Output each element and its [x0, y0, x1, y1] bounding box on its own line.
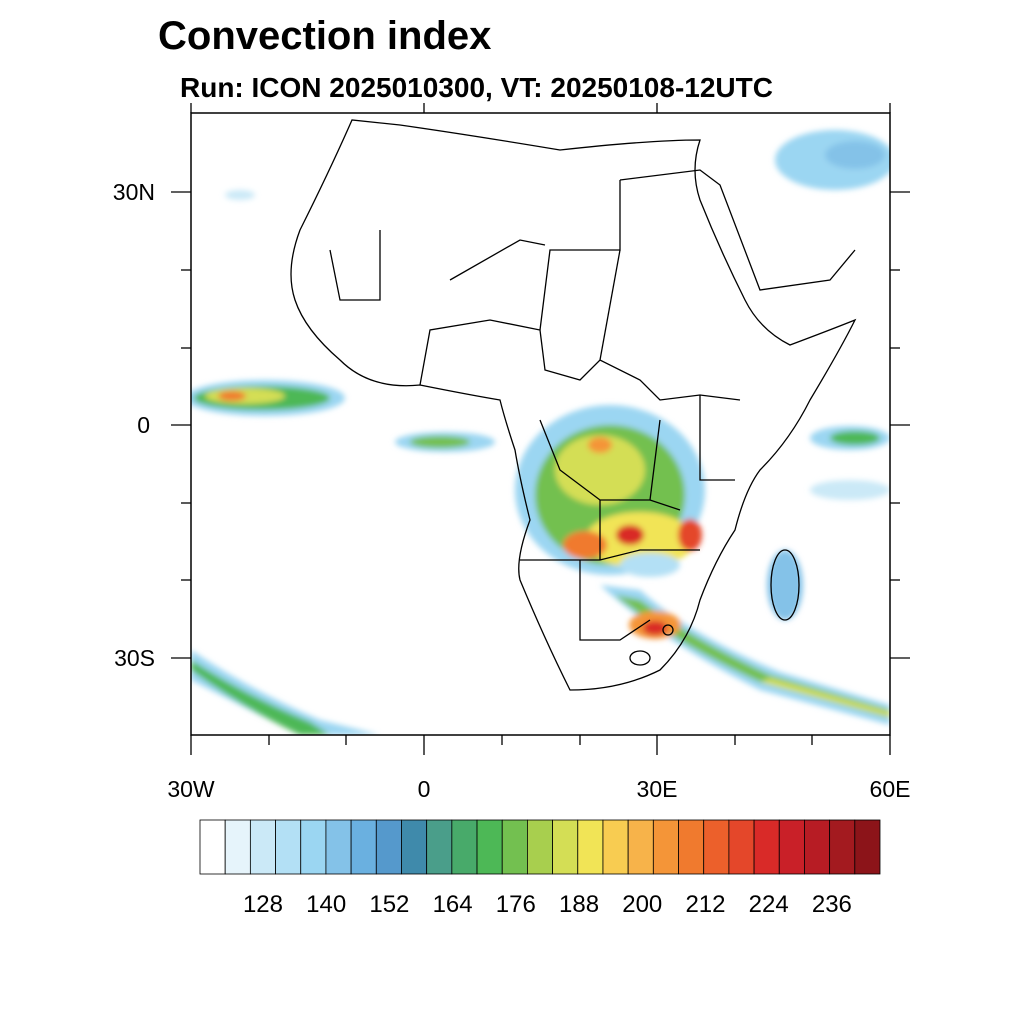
colorbar-swatch	[249, 819, 276, 875]
colorbar-label: 200	[622, 891, 662, 918]
colorbar-label: 212	[685, 891, 725, 918]
colorbar-label: 224	[749, 891, 789, 918]
convection-field	[191, 130, 890, 735]
middle-east-convection	[225, 130, 890, 200]
colorbar-swatch	[854, 819, 881, 875]
lat-label-0: 0	[137, 412, 150, 438]
colorbar-swatch	[300, 819, 327, 875]
colorbar-swatch	[552, 819, 579, 875]
colorbar-swatch	[652, 819, 679, 875]
plot-frame	[190, 112, 891, 736]
axis-ticks	[171, 103, 910, 755]
colorbar-swatch	[325, 819, 352, 875]
colorbar-swatch	[778, 819, 805, 875]
colorbar-label: 236	[812, 891, 852, 918]
colorbar-label: 152	[369, 891, 409, 918]
colorbar-swatch	[426, 819, 453, 875]
colorbar-swatch	[678, 819, 705, 875]
lon-label-30e: 30E	[637, 776, 678, 802]
colorbar-swatch	[627, 819, 654, 875]
colorbar-swatch	[577, 819, 604, 875]
colorbar-label: 128	[243, 891, 283, 918]
colorbar-swatch	[375, 819, 402, 875]
colorbar-swatch	[829, 819, 856, 875]
southeast-band-convection	[600, 585, 890, 725]
lat-label-30n: 30N	[113, 179, 155, 205]
colorbar-swatch	[350, 819, 377, 875]
indian-ocean-convection	[810, 426, 890, 500]
longitude-labels: 30W 0 30E 60E	[167, 776, 910, 802]
map-title: Convection index	[158, 14, 492, 58]
country-borders	[290, 119, 857, 691]
colorbar-swatch	[804, 819, 831, 875]
colorbar	[199, 819, 881, 875]
south-atlantic-band	[191, 650, 380, 735]
colorbar-swatch	[703, 819, 730, 875]
lat-label-30s: 30S	[114, 645, 155, 671]
madagascar-convection	[767, 550, 803, 620]
colorbar-label: 176	[496, 891, 536, 918]
colorbar-swatch	[199, 819, 226, 875]
colorbar-label: 188	[559, 891, 599, 918]
colorbar-swatch	[527, 819, 553, 875]
latitude-labels: 30N 0 30S	[113, 179, 155, 671]
colorbar-swatch	[451, 819, 478, 875]
atlantic-convection-band	[191, 380, 495, 452]
colorbar-label: 140	[306, 891, 346, 918]
colorbar-swatch	[401, 819, 428, 875]
colorbar-swatch	[476, 819, 503, 875]
lon-label-60e: 60E	[870, 776, 911, 802]
colorbar-label: 164	[433, 891, 473, 918]
colorbar-labels: 128 140 152 164 176 188 200 212 224 236	[243, 891, 852, 918]
lon-label-0: 0	[418, 776, 431, 802]
colorbar-swatch	[602, 819, 629, 875]
colorbar-swatch	[224, 819, 251, 875]
colorbar-swatch	[275, 819, 302, 875]
map-subtitle: Run: ICON 2025010300, VT: 20250108-12UTC	[180, 72, 773, 103]
colorbar-swatch	[728, 819, 755, 875]
colorbar-swatch	[501, 819, 528, 875]
colorbar-swatch	[753, 819, 780, 875]
central-africa-convection	[515, 405, 705, 577]
lon-label-30w: 30W	[167, 776, 215, 802]
